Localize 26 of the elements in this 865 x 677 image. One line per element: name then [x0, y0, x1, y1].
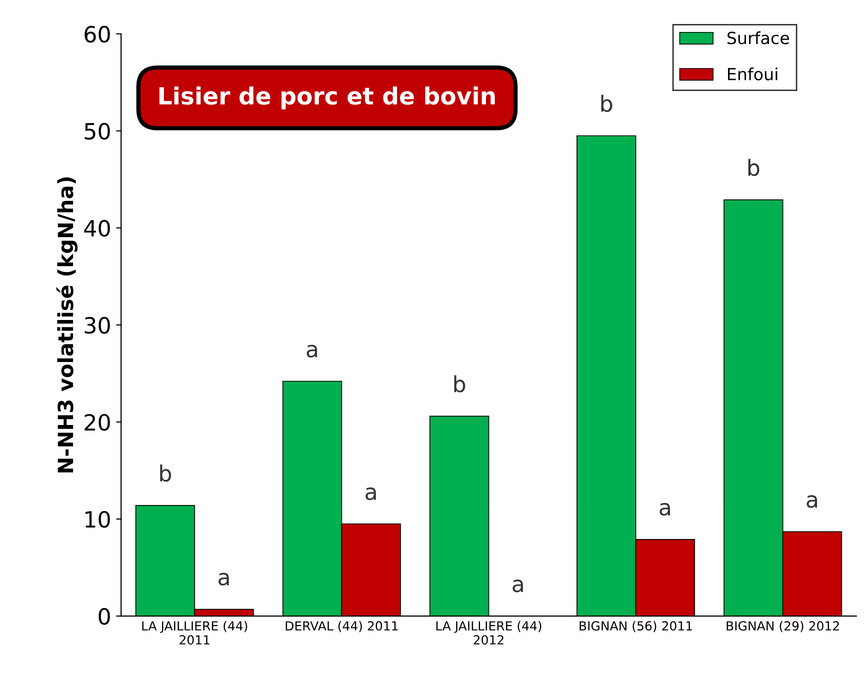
- annotation: a: [512, 580, 523, 592]
- x-tick-label: BIGNAN (56) 2011: [580, 620, 692, 632]
- annotation: a: [806, 495, 818, 508]
- y-tick-label: 40: [84, 220, 110, 237]
- annotation: a: [218, 572, 229, 586]
- text: Lisier de porc et de bovin: [159, 86, 495, 110]
- annotation: a: [660, 502, 670, 516]
- x-tick-label: BIGNAN (29) 2012: [726, 620, 839, 632]
- x-tick-label: LA JAILLIERE (44) 2011: [142, 620, 248, 645]
- annotation: a: [366, 487, 376, 500]
- y-axis-title: N-NH3 volatilisé (kgN/ha): [56, 177, 78, 472]
- annotation: b: [601, 94, 612, 112]
- y-tick-label: 30: [84, 316, 110, 334]
- annotation: b: [160, 464, 172, 482]
- legend-label: Surface: [727, 31, 789, 44]
- x-tick-label: LA JAILLIERE (44) 2012: [436, 620, 542, 645]
- x-tick-label: DERVAL (44) 2011: [286, 620, 398, 632]
- y-tick-label: 50: [84, 122, 110, 140]
- y-tick-label: 60: [84, 26, 110, 43]
- y-tick-label: 20: [84, 414, 110, 431]
- annotation: b: [748, 158, 760, 176]
- annotation: a: [306, 344, 318, 358]
- y-tick-label: 10: [86, 510, 110, 528]
- legend-label: Enfoui: [728, 68, 778, 80]
- annotation: b: [454, 375, 466, 392]
- y-tick-label: 0: [98, 608, 110, 625]
